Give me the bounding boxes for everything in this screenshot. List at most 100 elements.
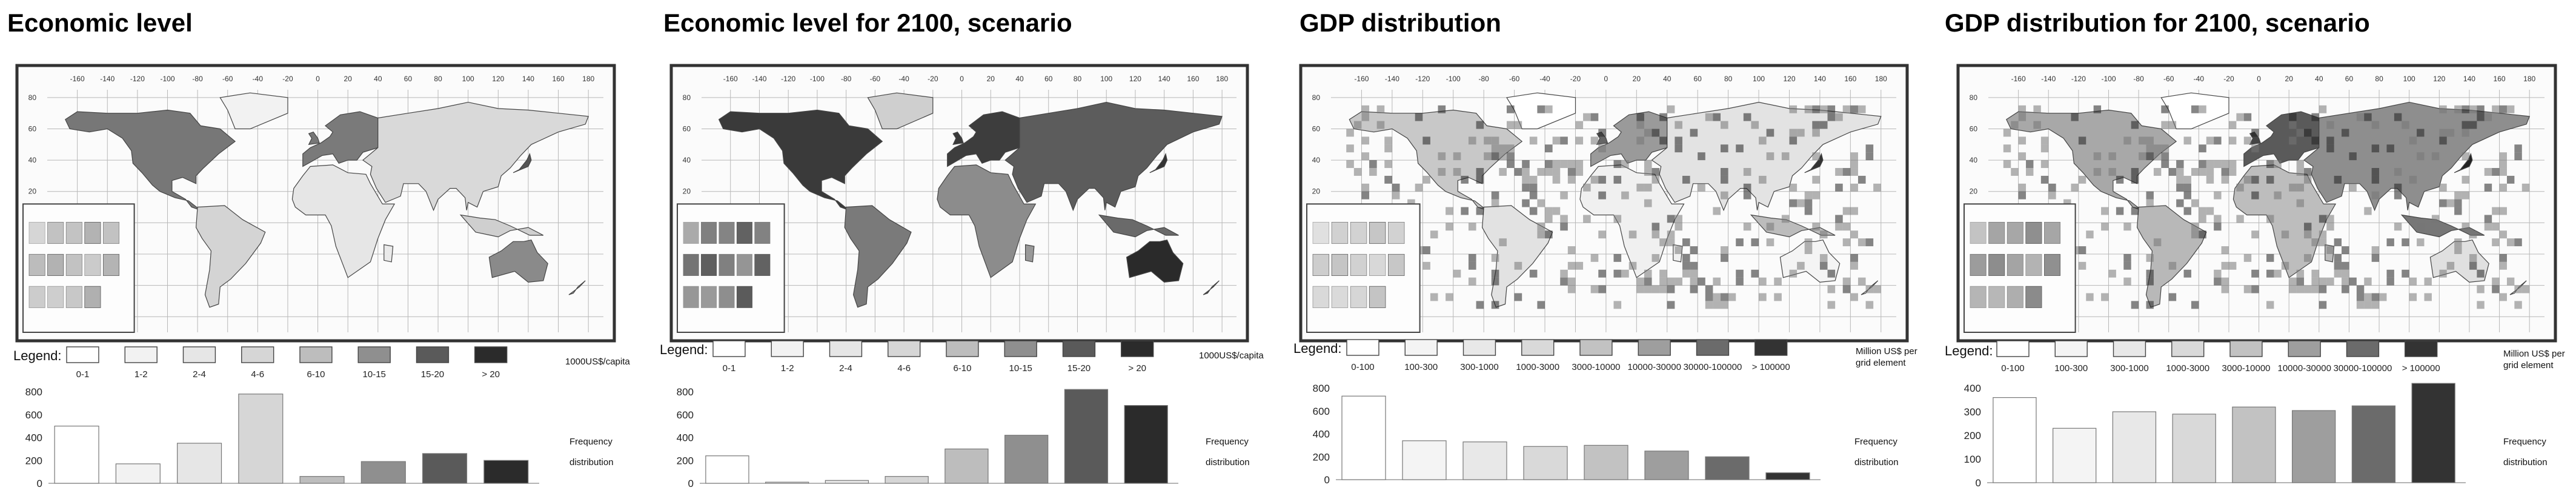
legend-category-label: 10000-30000 [2278,363,2331,374]
world-map: -160 -140 -120 -100 -80 -60 -40 -20 0 20 40 60 80 100… [1299,64,1909,343]
legend-unit-line: Million US$ per [2503,349,2565,359]
frequency-chart: 0 200 400 600 800 [1313,383,1821,486]
legend-category-label: 300-1000 [2110,363,2148,374]
lon-tick-label: 40 [2315,75,2323,83]
lon-tick-label: 20 [344,75,353,83]
lon-tick-label: -80 [192,75,203,83]
lon-tick-label: 80 [434,75,442,83]
y-tick-label: 800 [1313,383,1330,394]
lon-tick-label: 180 [1875,75,1887,83]
legend-swatches: 0-1 1-2 2-4 4-6 6-10 10-15 15-20 > 20 [66,346,508,380]
legend-swatch [1521,339,1555,356]
continent-namerica [2006,109,2177,211]
frequency-label: Frequency distribution [1206,432,1250,473]
legend-category-label: 3000-10000 [1572,362,1620,372]
y-tick-label: 800 [677,386,694,398]
lat-tick-label: 80 [1312,93,1321,102]
legend-swatch [2405,340,2438,357]
bar [1644,451,1689,480]
y-tick-label: 0 [688,478,694,489]
lon-tick-label: 60 [2345,75,2354,83]
legend-unit: Million US$ per grid element [2503,348,2565,371]
legend-swatch [1404,339,1438,356]
y-tick-label: 400 [1313,429,1330,440]
legend-unit-line: Million US$ per [1856,346,1917,357]
legend-swatch [712,340,746,357]
legend-category-label: 100-300 [2054,363,2088,374]
legend-category-label: 10000-30000 [1628,362,1681,372]
lon-tick-label: -60 [2163,75,2174,83]
lon-tick-label: -160 [723,75,738,83]
legend-swatch [1004,340,1037,357]
legend-category-label: 0-100 [2001,363,2024,374]
lat-tick-label: 40 [683,156,691,164]
bar [765,481,809,484]
lon-tick-label: -100 [1446,75,1461,83]
lon-tick-label: 180 [1216,75,1228,83]
lon-tick-label: -160 [70,75,85,83]
continent-namerica [65,109,236,211]
continent-namerica [1349,109,1523,211]
lon-tick-label: -40 [1539,75,1550,83]
legend-category-label: 10-15 [363,369,386,380]
lat-tick-label: 40 [28,156,37,164]
world-map: -160 -140 -120 -100 -80 -60 -40 -20 0 20 40 60 80 100… [1956,64,2557,343]
legend-category-label: > 100000 [1752,362,1790,372]
continent-africa [291,164,396,278]
continent-japan [1804,153,1824,173]
legend-category-label: 30000-100000 [1684,362,1742,372]
lon-tick-label: 40 [374,75,382,83]
lon-tick-label: -20 [2223,75,2234,83]
lat-tick-label: 60 [28,125,37,133]
lon-tick-label: -140 [100,75,115,83]
legend-swatch [357,346,391,363]
world-map: -160 -140 -120 -100 -80 -60 -40 -20 0 20 40 60 80 100… [15,64,616,343]
frequency-label: Frequency distribution [569,432,614,473]
bar [299,476,345,484]
y-tick-label: 200 [25,455,42,466]
lon-tick-label: 120 [492,75,504,83]
bar [1402,440,1447,480]
bar [1993,397,2037,483]
bar [825,480,869,484]
continent-madagascar [383,244,394,263]
grid-cell-texture [2003,105,2530,309]
legend-category-label: 1000-3000 [1516,362,1559,372]
lat-tick-label: 80 [1970,93,1978,102]
bar [1705,456,1750,480]
legend-category-label: 15-20 [1067,363,1090,374]
lon-tick-label: -40 [253,75,264,83]
legend-category-label: 6-10 [307,369,325,380]
lat-tick-label: 40 [1312,156,1321,164]
lon-tick-label: 0 [1604,75,1608,83]
continent-asia [1651,101,1882,212]
bar [944,448,989,484]
lon-tick-label: -80 [1478,75,1489,83]
lon-tick-label: 60 [1694,75,1702,83]
legend-label: Legend: [1293,341,1342,356]
continent-samerica [195,205,266,308]
lat-tick-label: 80 [683,93,691,102]
legend-swatch [66,346,99,363]
lon-tick-label: 140 [1814,75,1826,83]
legend-category-label: 6-10 [953,363,971,374]
continent-uk [952,131,964,146]
legend-unit: 1000US$/capita [1199,350,1264,361]
continent-japan [1149,152,1168,173]
lat-tick-label: 40 [1970,156,1978,164]
lon-tick-label: -160 [2011,75,2026,83]
lon-tick-label: 180 [582,75,594,83]
lon-tick-label: -60 [222,75,233,83]
legend-category-label: > 100000 [2402,363,2440,374]
continent-asia [2303,101,2531,212]
legend-category-label: 1000-3000 [2166,363,2209,374]
bar [2232,406,2276,483]
lon-tick-label: 160 [1844,75,1856,83]
lon-tick-label: -20 [282,75,293,83]
lon-tick-label: 0 [960,75,964,83]
legend-swatch [299,346,333,363]
lon-tick-label: 100 [1753,75,1765,83]
lon-tick-label: 0 [316,75,320,83]
frequency-label-line: Frequency [1854,437,1897,447]
legend-category-label: 10-15 [1009,363,1032,374]
